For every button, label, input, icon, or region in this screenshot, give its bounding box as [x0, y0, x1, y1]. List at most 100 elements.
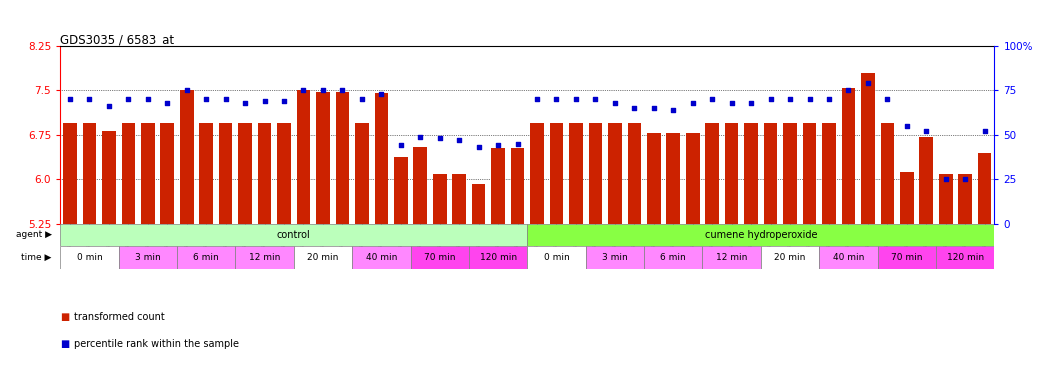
Point [354, 96, 371, 103]
Text: control: control [277, 230, 310, 240]
Bar [530, 123, 544, 223]
Bar [958, 174, 972, 223]
Point [801, 96, 818, 103]
Bar [761, 246, 819, 269]
Point [432, 135, 448, 141]
Bar [550, 123, 564, 223]
Bar [880, 123, 894, 223]
Point [528, 96, 545, 103]
Bar [118, 246, 176, 269]
Point [548, 96, 565, 103]
Text: percentile rank within the sample: percentile rank within the sample [74, 339, 239, 349]
Point [588, 96, 604, 103]
Point [198, 96, 215, 103]
Point [743, 100, 760, 106]
Point [568, 96, 584, 103]
Point [665, 107, 682, 113]
Bar [277, 123, 291, 223]
Point [899, 123, 916, 129]
Point [918, 128, 934, 134]
Text: 20 min: 20 min [307, 253, 338, 262]
Point [510, 141, 526, 147]
Bar [413, 147, 427, 223]
Text: 12 min: 12 min [716, 253, 747, 262]
Bar [352, 246, 410, 269]
Bar [180, 91, 193, 223]
Point [879, 96, 896, 103]
Bar [121, 123, 135, 223]
Bar [569, 123, 582, 223]
Bar [375, 93, 388, 223]
Bar [877, 246, 936, 269]
Bar [335, 92, 349, 223]
Bar [608, 123, 622, 223]
Bar [764, 123, 777, 223]
Point [373, 91, 389, 97]
Text: 70 min: 70 min [891, 253, 923, 262]
Bar [900, 172, 913, 223]
Point [957, 176, 974, 182]
Point [470, 144, 487, 151]
Bar [63, 123, 77, 223]
Bar [686, 133, 700, 223]
Text: 0 min: 0 min [77, 253, 103, 262]
Point [450, 137, 467, 143]
Point [606, 100, 623, 106]
Text: 3 min: 3 min [135, 253, 161, 262]
Bar [394, 157, 408, 223]
Bar [644, 246, 703, 269]
Bar [317, 92, 330, 223]
Text: 40 min: 40 min [832, 253, 864, 262]
Bar [355, 123, 368, 223]
Bar [511, 149, 524, 223]
Point [295, 88, 311, 94]
Text: GDS3035 / 6583_at: GDS3035 / 6583_at [60, 33, 174, 46]
Text: 6 min: 6 min [193, 253, 219, 262]
Bar [411, 246, 469, 269]
Bar [60, 223, 527, 246]
Bar [920, 137, 933, 223]
Bar [802, 123, 816, 223]
Bar [725, 123, 738, 223]
Bar [936, 246, 994, 269]
Point [334, 88, 351, 94]
Bar [666, 133, 680, 223]
Bar [628, 123, 641, 223]
Bar [236, 246, 294, 269]
Point [276, 98, 293, 104]
Point [139, 96, 156, 103]
Point [412, 134, 429, 140]
Bar [161, 123, 174, 223]
Point [937, 176, 954, 182]
Text: 40 min: 40 min [365, 253, 397, 262]
Bar [744, 123, 758, 223]
Point [120, 96, 137, 103]
Bar [453, 174, 466, 223]
Point [61, 96, 78, 103]
Point [626, 105, 643, 111]
Text: 20 min: 20 min [774, 253, 805, 262]
Point [392, 142, 409, 149]
Bar [819, 246, 878, 269]
Point [646, 105, 662, 111]
Point [237, 100, 253, 106]
Text: 70 min: 70 min [424, 253, 456, 262]
Point [840, 88, 856, 94]
Text: 12 min: 12 min [249, 253, 280, 262]
Bar [527, 246, 585, 269]
Bar [219, 123, 233, 223]
Bar [102, 131, 115, 223]
Point [977, 128, 993, 134]
Point [315, 88, 331, 94]
Bar [585, 246, 644, 269]
Point [490, 142, 507, 149]
Text: 3 min: 3 min [602, 253, 628, 262]
Point [684, 100, 701, 106]
Text: cumene hydroperoxide: cumene hydroperoxide [705, 230, 817, 240]
Point [179, 88, 195, 94]
Point [217, 96, 234, 103]
Bar [491, 149, 504, 223]
Point [782, 96, 798, 103]
Text: 120 min: 120 min [480, 253, 517, 262]
Point [723, 100, 740, 106]
